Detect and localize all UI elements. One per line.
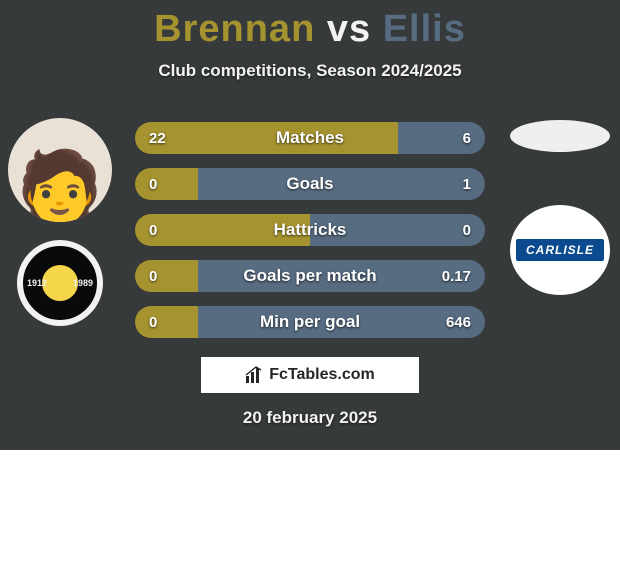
stat-right-value: 0	[463, 222, 471, 239]
player2-club-badge: CARLISLE	[510, 205, 610, 295]
stat-bar: 00.17Goals per match	[135, 260, 485, 292]
brand-text: FcTables.com	[269, 366, 375, 384]
title-player2: Ellis	[383, 8, 466, 50]
badge-year-right: 1989	[73, 278, 93, 288]
stat-bar: 0646Min per goal	[135, 306, 485, 338]
stat-left-value: 0	[149, 268, 157, 285]
stat-bar: 01Goals	[135, 168, 485, 200]
title-vs: vs	[327, 8, 371, 50]
player1-photo: 🧑	[8, 118, 112, 222]
brand-box[interactable]: FcTables.com	[201, 357, 419, 393]
stat-right-value: 0.17	[442, 268, 471, 285]
title-player1: Brennan	[154, 8, 315, 50]
stat-right-value: 6	[463, 130, 471, 147]
club2-label: CARLISLE	[516, 239, 604, 261]
stat-bar-right-seg: 0	[310, 214, 485, 246]
right-avatar-column: CARLISLE	[500, 120, 620, 295]
stat-bar: 00Hattricks	[135, 214, 485, 246]
stat-left-value: 22	[149, 130, 166, 147]
stat-bar: 226Matches	[135, 122, 485, 154]
stat-bar-right-seg: 646	[198, 306, 485, 338]
stat-right-value: 646	[446, 314, 471, 331]
date-text: 20 february 2025	[0, 408, 620, 428]
left-avatar-column: 🧑 1912 1989	[0, 118, 120, 326]
badge-year-left: 1912	[27, 278, 47, 288]
chart-icon	[245, 366, 263, 384]
stat-bar-right-seg: 0.17	[198, 260, 485, 292]
stats-bars: 226Matches01Goals00Hattricks00.17Goals p…	[135, 122, 485, 338]
stat-bar-left-seg: 0	[135, 260, 198, 292]
stat-bar-left-seg: 22	[135, 122, 398, 154]
stat-bar-right-seg: 6	[398, 122, 486, 154]
page-title: Brennan vs Ellis	[0, 0, 620, 51]
player1-club-badge: 1912 1989	[17, 240, 103, 326]
stat-bar-right-seg: 1	[198, 168, 485, 200]
stat-bar-left-seg: 0	[135, 214, 310, 246]
stat-left-value: 0	[149, 222, 157, 239]
subtitle: Club competitions, Season 2024/2025	[0, 61, 620, 81]
stat-left-value: 0	[149, 314, 157, 331]
player2-photo	[510, 120, 610, 152]
stat-right-value: 1	[463, 176, 471, 193]
stat-left-value: 0	[149, 176, 157, 193]
stat-bar-left-seg: 0	[135, 168, 198, 200]
stat-bar-left-seg: 0	[135, 306, 198, 338]
bottom-whitespace	[0, 450, 620, 580]
